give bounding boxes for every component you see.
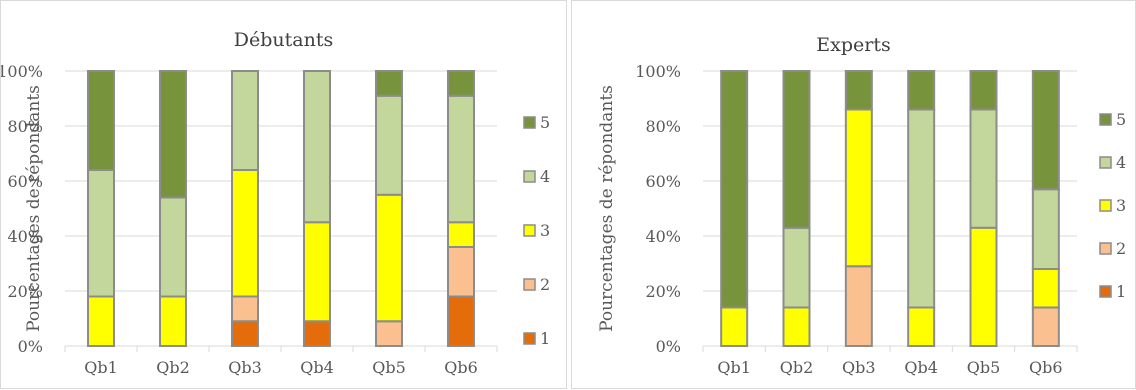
x-tick-label: Qb1 <box>84 358 118 377</box>
bar-segment <box>447 295 475 347</box>
bar-segment <box>375 70 403 97</box>
legend-label: 2 <box>540 275 550 294</box>
legend-swatch <box>523 224 536 237</box>
x-tick-label: Qb5 <box>372 358 406 377</box>
x-tick-label: Qb1 <box>717 358 751 377</box>
y-axis-label: Pourcentages de répondants <box>597 85 617 332</box>
y-tick-label: 60% <box>7 172 43 191</box>
bar-segment <box>1031 188 1060 270</box>
y-tick-label: 40% <box>7 227 43 246</box>
bar-segment <box>303 70 331 224</box>
bar-segment <box>907 70 936 111</box>
y-tick-label: 0% <box>656 337 681 356</box>
legend-swatch <box>1099 285 1112 298</box>
x-tick-label: Qb6 <box>1029 358 1063 377</box>
x-tick-label: Qb4 <box>904 358 938 377</box>
bar-segment <box>231 295 259 323</box>
bar-segment <box>1031 70 1060 191</box>
chart-title: Experts <box>816 34 891 56</box>
legend-swatch <box>523 332 536 345</box>
bar-segment <box>782 226 811 309</box>
x-tick-label: Qb2 <box>156 358 190 377</box>
y-tick-label: 0% <box>18 337 43 356</box>
chart-svg: Pourcentages de répondants 0% 20% 40% 60% 80%… <box>1 62 550 377</box>
legend-swatch <box>523 278 536 291</box>
legend-label: 4 <box>1116 153 1126 172</box>
bar-segment <box>231 320 259 347</box>
bar-segment <box>375 94 403 196</box>
bar-segment <box>844 108 873 268</box>
bar-segment <box>1031 306 1060 347</box>
bar-segment <box>87 169 115 298</box>
y-tick-label: 100% <box>635 62 681 81</box>
bar-segment <box>720 70 749 309</box>
bar-segment <box>159 70 187 199</box>
y-tick-label: 20% <box>645 282 681 301</box>
bar-segment <box>87 70 115 171</box>
y-tick-label: 40% <box>645 227 681 246</box>
legend-label: 1 <box>540 329 550 348</box>
bar-segment <box>303 320 331 347</box>
legend-label: 5 <box>1116 110 1126 129</box>
bar-segment <box>969 70 998 111</box>
legend-label: 5 <box>540 113 550 132</box>
chart-panel-debutants: Débutants Pourcentages de répondants 0% 20… <box>0 0 567 389</box>
bar-segment <box>447 70 475 97</box>
bar-segment <box>844 265 873 347</box>
bar-segment <box>375 193 403 323</box>
legend-label: 3 <box>1116 196 1126 215</box>
bar-segment <box>231 169 259 298</box>
legend-swatch <box>1099 199 1112 212</box>
legend-swatch <box>523 116 536 129</box>
y-tick-label: 20% <box>7 282 43 301</box>
bar-segment <box>907 108 936 309</box>
x-tick-label: Qb3 <box>228 358 262 377</box>
bar-segment <box>969 226 998 347</box>
bar-segment <box>303 221 331 323</box>
bar-segment <box>159 295 187 347</box>
bar-segment <box>447 94 475 224</box>
y-tick-label: 80% <box>645 117 681 136</box>
legend-label: 4 <box>540 167 550 186</box>
bar-segment <box>159 196 187 298</box>
x-tick-label: Qb6 <box>444 358 478 377</box>
chart-panel-experts: Experts Pourcentages de répondants 0% 20% 4… <box>571 0 1136 389</box>
bar-segment <box>375 320 403 347</box>
y-tick-label: 80% <box>7 117 43 136</box>
legend-swatch <box>1099 242 1112 255</box>
legend-label: 1 <box>1116 282 1126 301</box>
chart-title: Débutants <box>233 29 334 51</box>
x-tick-label: Qb5 <box>967 358 1001 377</box>
bar-segment <box>782 306 811 347</box>
bar-segment <box>447 221 475 248</box>
legend-label: 3 <box>540 221 550 240</box>
chart-svg: Pourcentages de répondants 0% 20% 40% 60% 80%… <box>597 62 1126 377</box>
bar-segment <box>907 306 936 347</box>
x-tick-label: Qb4 <box>300 358 334 377</box>
legend-swatch <box>1099 113 1112 126</box>
bar-segment <box>782 70 811 229</box>
bar-segment <box>844 70 873 111</box>
bar-segment <box>1031 268 1060 309</box>
bar-segment <box>231 70 259 171</box>
y-tick-label: 60% <box>645 172 681 191</box>
x-tick-label: Qb3 <box>842 358 876 377</box>
bar-segment <box>87 295 115 347</box>
legend-swatch <box>1099 156 1112 169</box>
y-axis-label: Pourcentages de répondants <box>24 85 44 332</box>
bar-segment <box>447 246 475 298</box>
x-tick-label: Qb2 <box>780 358 814 377</box>
bar-segment <box>720 306 749 347</box>
bar-segment <box>969 108 998 229</box>
legend-swatch <box>523 170 536 183</box>
legend-label: 2 <box>1116 239 1126 258</box>
y-tick-label: 100% <box>1 62 43 81</box>
